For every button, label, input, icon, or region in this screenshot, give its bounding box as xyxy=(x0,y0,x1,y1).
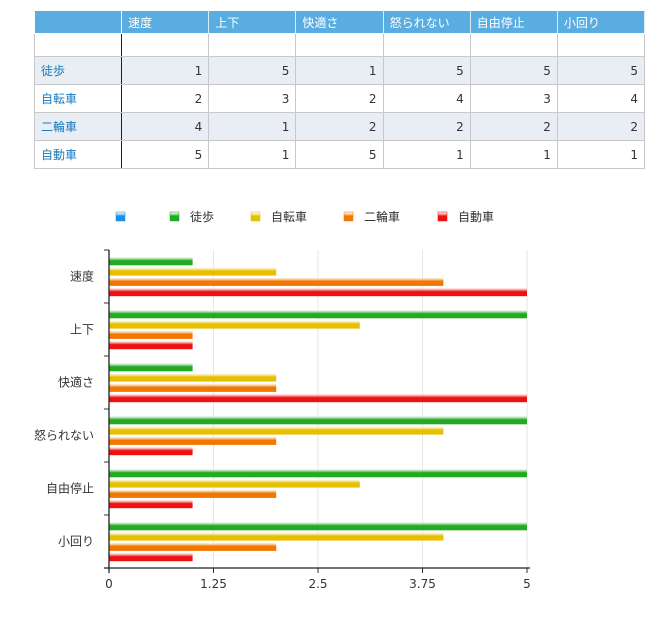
table-cell[interactable]: 1 xyxy=(295,56,384,85)
legend-swatch[interactable] xyxy=(437,211,448,222)
column-header[interactable]: 自由停止 xyxy=(469,10,558,34)
legend-swatch[interactable] xyxy=(169,211,180,222)
bar[interactable] xyxy=(109,436,277,445)
bar[interactable] xyxy=(109,320,360,329)
bar[interactable] xyxy=(109,532,444,541)
x-tick-label: 1.25 xyxy=(200,577,227,591)
table-cell[interactable]: 4 xyxy=(556,84,646,113)
y-tick-label: 小回り xyxy=(58,535,94,549)
table-cell[interactable]: 5 xyxy=(556,56,646,85)
table-blank-row xyxy=(33,33,646,57)
table-cell[interactable]: 5 xyxy=(469,56,558,85)
table-cell[interactable]: 2 xyxy=(556,112,646,141)
bar[interactable] xyxy=(109,383,277,392)
legend-label[interactable]: 二輪車 xyxy=(364,209,400,224)
table-cell[interactable] xyxy=(469,33,558,57)
table-corner-cell xyxy=(33,10,123,34)
bar[interactable] xyxy=(109,479,360,488)
column-header[interactable]: 上下 xyxy=(208,10,297,34)
bar-chart: 徒歩 自転車 二輪車 自動車 0 1.25 2.5 3.75 5 速度上下快適さ怒られない自由停止… xyxy=(34,209,531,591)
table-cell[interactable] xyxy=(295,33,384,57)
table-cell[interactable]: 2 xyxy=(121,84,210,113)
table-cell[interactable]: 5 xyxy=(208,56,297,85)
table-cell[interactable] xyxy=(33,33,123,57)
table-row: 徒歩 1 5 1 5 5 5 xyxy=(33,56,646,85)
table-cell[interactable]: 5 xyxy=(382,56,471,85)
row-header[interactable]: 自転車 xyxy=(33,84,123,113)
table-header-row: 速度 上下 快適さ 怒られない 自由停止 小回り xyxy=(33,10,646,34)
bar[interactable] xyxy=(109,373,277,382)
column-header[interactable]: 快適さ xyxy=(295,10,384,34)
table-cell[interactable]: 5 xyxy=(295,140,384,169)
x-tick-label: 3.75 xyxy=(409,577,436,591)
legend-label[interactable]: 徒歩 xyxy=(190,209,214,224)
data-table: 速度 上下 快適さ 怒られない 自由停止 小回り 徒歩 1 5 1 5 5 5 xyxy=(33,10,646,169)
y-tick-label: 自由停止 xyxy=(46,481,94,496)
table-row: 自動車 5 1 5 1 1 1 xyxy=(33,140,646,169)
table-cell[interactable]: 3 xyxy=(469,84,558,113)
table-cell[interactable]: 5 xyxy=(121,140,210,169)
y-tick-label: 怒られない xyxy=(34,428,94,443)
bar[interactable] xyxy=(109,393,527,403)
column-header[interactable]: 小回り xyxy=(556,10,646,34)
bar[interactable] xyxy=(109,489,277,498)
table-cell[interactable]: 1 xyxy=(382,140,471,169)
bar[interactable] xyxy=(109,256,193,266)
x-tick-label: 5 xyxy=(523,577,531,591)
bar[interactable] xyxy=(109,277,444,286)
y-tick-label: 速度 xyxy=(70,269,94,284)
table-cell[interactable] xyxy=(121,33,210,57)
row-header[interactable]: 徒歩 xyxy=(33,56,123,85)
y-tick-label: 上下 xyxy=(70,323,94,337)
bar[interactable] xyxy=(109,287,527,297)
table-cell[interactable]: 3 xyxy=(208,84,297,113)
table-cell[interactable]: 2 xyxy=(469,112,558,141)
legend-swatch[interactable] xyxy=(343,211,354,222)
row-header[interactable]: 二輪車 xyxy=(33,112,123,141)
column-header[interactable]: 速度 xyxy=(121,10,210,34)
bar[interactable] xyxy=(109,426,444,435)
y-tick-label: 快適さ xyxy=(58,375,94,390)
bar[interactable] xyxy=(109,415,527,425)
table-cell[interactable]: 2 xyxy=(295,112,384,141)
bar[interactable] xyxy=(109,542,277,551)
bar[interactable] xyxy=(109,499,193,509)
table-cell[interactable] xyxy=(382,33,471,57)
table-cell[interactable] xyxy=(208,33,297,57)
bar[interactable] xyxy=(109,362,193,372)
bar[interactable] xyxy=(109,468,527,478)
table-cell[interactable]: 1 xyxy=(121,56,210,85)
bar[interactable] xyxy=(109,340,193,350)
bar[interactable] xyxy=(109,552,193,562)
legend-label[interactable]: 自動車 xyxy=(458,210,494,224)
bar[interactable] xyxy=(109,330,193,339)
x-tick-label: 0 xyxy=(105,577,113,591)
table-row: 二輪車 4 1 2 2 2 2 xyxy=(33,112,646,141)
table-cell[interactable]: 2 xyxy=(295,84,384,113)
bar[interactable] xyxy=(109,267,277,276)
column-header[interactable]: 怒られない xyxy=(382,10,471,34)
row-header[interactable]: 自動車 xyxy=(33,140,123,169)
table-row: 自転車 2 3 2 4 3 4 xyxy=(33,84,646,113)
table-cell[interactable]: 1 xyxy=(208,140,297,169)
table-cell[interactable]: 4 xyxy=(121,112,210,141)
legend-swatch[interactable] xyxy=(115,211,126,222)
table-cell[interactable]: 2 xyxy=(382,112,471,141)
table-cell[interactable]: 1 xyxy=(556,140,646,169)
bar[interactable] xyxy=(109,446,193,456)
x-tick-label: 2.5 xyxy=(308,577,327,591)
table-cell[interactable]: 1 xyxy=(469,140,558,169)
table-cell[interactable]: 1 xyxy=(208,112,297,141)
legend-label[interactable]: 自転車 xyxy=(271,210,307,224)
legend-swatch[interactable] xyxy=(250,211,261,222)
bar[interactable] xyxy=(109,309,527,319)
bar[interactable] xyxy=(109,521,527,531)
table-cell[interactable] xyxy=(556,33,646,57)
table-cell[interactable]: 4 xyxy=(382,84,471,113)
